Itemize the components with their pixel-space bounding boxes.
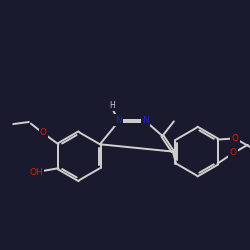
Text: O: O (230, 148, 237, 156)
Text: N: N (142, 116, 149, 125)
Text: O: O (40, 128, 47, 137)
Text: O: O (232, 134, 239, 143)
Text: OH: OH (29, 168, 43, 177)
Text: N: N (115, 116, 122, 125)
Text: H: H (110, 101, 115, 110)
